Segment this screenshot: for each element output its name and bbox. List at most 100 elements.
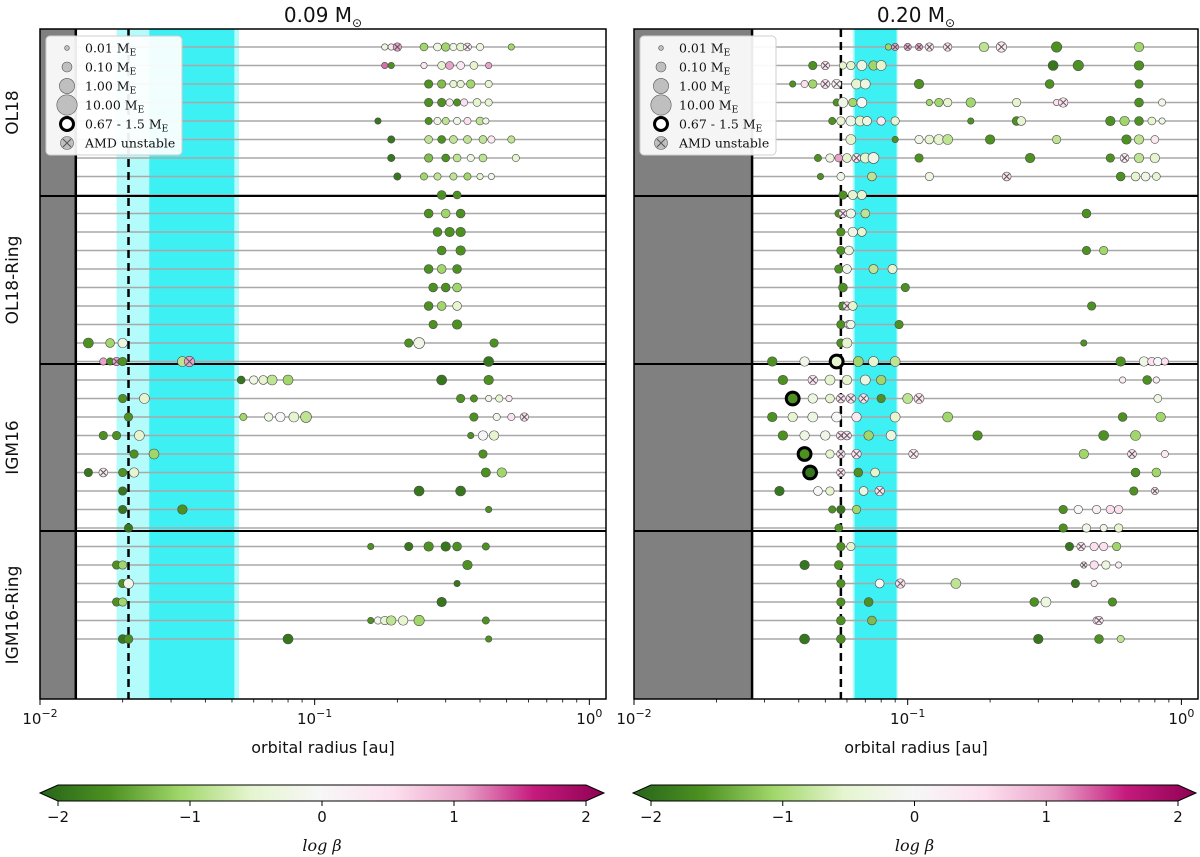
colorbar-tick-label: 2 xyxy=(1173,808,1183,826)
amd-unstable-cross xyxy=(1152,488,1158,494)
planet-marker xyxy=(123,412,134,422)
planet-marker xyxy=(844,245,854,256)
legend-marker xyxy=(658,45,664,51)
planet-marker xyxy=(118,504,128,515)
planet-marker xyxy=(466,154,475,162)
panel-title: 0.09 M⊙ xyxy=(284,3,362,30)
planet-marker xyxy=(942,134,953,145)
planet-marker xyxy=(83,337,94,349)
planet-marker xyxy=(1070,578,1080,589)
planet-marker xyxy=(489,430,500,441)
planet-marker xyxy=(914,134,924,145)
planet-marker xyxy=(449,43,458,51)
amd-unstable-cross xyxy=(915,395,923,402)
planet-marker xyxy=(453,98,462,107)
colorbar-tick-label: 1 xyxy=(1041,808,1051,826)
amd-unstable-cross xyxy=(1121,154,1128,162)
planet-marker xyxy=(837,97,849,108)
planet-marker xyxy=(1150,135,1160,144)
planet-marker xyxy=(452,301,462,311)
planet-marker xyxy=(1099,524,1108,532)
amd-unstable-cross xyxy=(521,414,528,420)
planet-marker xyxy=(1058,504,1068,515)
planet-marker xyxy=(239,413,248,421)
legend-label: 0.10 ME xyxy=(679,60,730,78)
planet-marker xyxy=(777,374,788,386)
planet-marker xyxy=(867,171,877,182)
planet-marker xyxy=(455,226,466,238)
planet-marker xyxy=(856,60,868,71)
planet-marker xyxy=(483,356,494,367)
planet-marker xyxy=(453,580,461,587)
planet-marker xyxy=(836,227,846,237)
amd-unstable-cross xyxy=(910,450,917,458)
amd-unstable-cross xyxy=(876,487,883,495)
planet-marker xyxy=(860,208,871,219)
planet-marker xyxy=(432,227,443,237)
planet-marker xyxy=(789,80,797,88)
x-tick-label: 10−1 xyxy=(297,707,332,728)
planet-marker xyxy=(934,97,944,108)
amd-unstable-cross xyxy=(997,43,1005,51)
planet-marker xyxy=(1152,172,1161,181)
planet-marker xyxy=(1105,115,1116,127)
planet-marker xyxy=(1115,561,1123,569)
planet-marker xyxy=(1158,98,1167,107)
planet-marker xyxy=(440,282,451,293)
planet-marker xyxy=(424,117,433,125)
planet-marker xyxy=(496,467,507,478)
planet-marker xyxy=(387,62,395,69)
planet-marker xyxy=(887,264,898,274)
planet-marker xyxy=(487,135,496,144)
amd-unstable-cross xyxy=(843,432,851,439)
planet-marker xyxy=(985,134,996,145)
legend-label: 10.00 ME xyxy=(85,98,144,116)
x-tick-label: 100 xyxy=(1168,707,1194,728)
planet-marker xyxy=(838,282,848,293)
planet-marker xyxy=(485,395,493,402)
planet-marker xyxy=(413,337,425,349)
group-label: OL18 xyxy=(3,90,23,134)
planet-marker xyxy=(437,61,446,70)
planet-marker xyxy=(799,559,810,571)
planet-marker xyxy=(118,393,128,404)
planet-marker xyxy=(463,135,472,144)
legend-label: 0.67 - 1.5 ME xyxy=(679,117,762,135)
planet-marker xyxy=(876,374,887,386)
planet-marker xyxy=(1107,597,1117,607)
planet-marker xyxy=(118,560,128,570)
panel-frame xyxy=(633,28,1199,700)
planet-marker xyxy=(236,375,246,385)
planet-marker xyxy=(489,338,499,348)
planet-marker xyxy=(441,42,451,52)
planet-marker xyxy=(258,375,269,385)
planet-marker xyxy=(863,430,874,441)
planet-marker xyxy=(467,432,475,439)
planet-marker xyxy=(851,504,862,515)
planet-marker xyxy=(1099,541,1109,552)
legend-label: 0.01 ME xyxy=(679,41,730,59)
planet-marker xyxy=(1081,245,1091,256)
planet-marker xyxy=(1158,117,1166,125)
planet-marker xyxy=(436,301,447,311)
planet-marker xyxy=(1134,79,1144,89)
planet-marker xyxy=(367,543,375,550)
planet-marker xyxy=(424,153,434,163)
planet-marker xyxy=(943,97,953,108)
planet-marker xyxy=(1064,541,1074,552)
planet-marker xyxy=(1121,134,1132,145)
legend-label: AMD unstable xyxy=(678,136,769,151)
planet-marker xyxy=(404,338,414,348)
amd-unstable-cross xyxy=(905,44,911,50)
planet-marker xyxy=(452,541,462,552)
planet-marker xyxy=(1142,375,1152,385)
planet-marker xyxy=(1130,430,1141,441)
planet-marker xyxy=(1047,60,1059,71)
planet-marker xyxy=(98,430,108,441)
panel-title: 0.20 M⊙ xyxy=(877,3,955,30)
planet-marker xyxy=(483,374,494,386)
planet-marker xyxy=(859,374,871,386)
planet-marker xyxy=(836,319,846,330)
planet-marker xyxy=(1105,153,1115,163)
amd-unstable-cross xyxy=(916,44,922,50)
